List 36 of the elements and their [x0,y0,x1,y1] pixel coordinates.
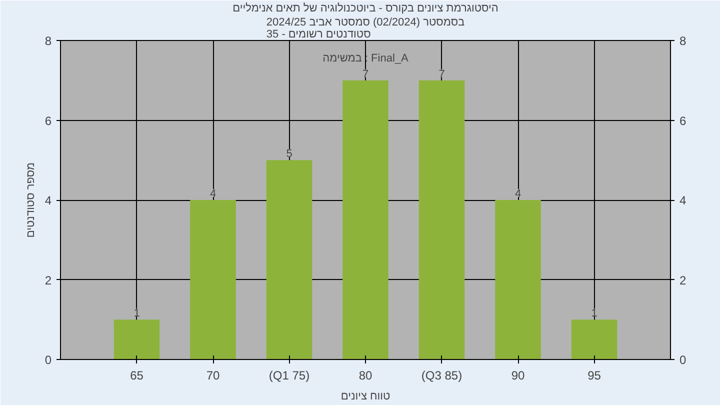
x-tick-label: 70 [206,368,220,382]
data-label: 5 [286,148,292,160]
data-label: 1 [134,308,140,320]
y2-tick-label: 0 [680,353,686,367]
y-tick-label: 2 [44,273,52,288]
bar [266,160,312,360]
data-label: 1 [591,308,598,320]
y-tick-label: 8 [44,34,52,48]
bar [190,200,236,360]
data-label: 7 [438,68,445,80]
annotation: במשימה : Final_A [322,52,410,64]
y-tick-label: 0 [44,353,52,367]
y2-tick-label: 2 [680,273,686,288]
x-tick-label: 95 [588,368,602,382]
y-tick-label: 4 [44,194,52,208]
chart-title: היסטוגרמת ציונים בקורס - ביוטכנולוגיה של תאים אנימליים [232,2,498,14]
x-tick-label: 65 [130,368,144,382]
bar [114,320,160,360]
bar [418,80,465,360]
y-axis-title: מספר סטודנטים [24,162,37,238]
data-label: 4 [210,188,216,200]
x-tick-label: 80 [358,368,372,382]
y2-tick-label: 4 [680,194,686,208]
x-tick-label: (Q1 75) [268,368,310,382]
x-axis-title: טווח ציונים [340,390,390,402]
y2-tick-label: 8 [680,34,686,48]
data-label: 7 [362,68,369,80]
bar [571,320,618,360]
data-label: 4 [514,188,522,200]
bar [342,80,388,360]
chart-subtitle: בסמסטר (02/2024) סמסטר אביב 2024/25 סטודנטים רשומים - 35 [266,16,466,40]
y2-tick-label: 6 [680,114,686,128]
y-tick-label: 6 [44,114,52,128]
bar [495,200,541,360]
x-tick-label: 90 [511,368,525,382]
x-tick-label: (Q3 85) [421,368,462,382]
